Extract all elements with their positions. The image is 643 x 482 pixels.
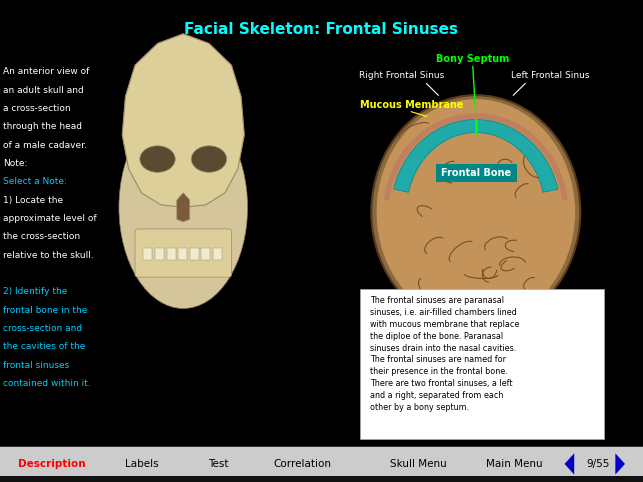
Ellipse shape: [140, 146, 175, 173]
Ellipse shape: [372, 95, 580, 329]
Text: frontal sinuses: frontal sinuses: [3, 361, 69, 370]
Bar: [190, 248, 199, 260]
Text: Bony Septum: Bony Septum: [436, 54, 509, 64]
Bar: [143, 248, 152, 260]
Text: a cross-section: a cross-section: [3, 104, 71, 113]
Polygon shape: [394, 120, 558, 192]
Ellipse shape: [376, 99, 575, 325]
Polygon shape: [177, 193, 190, 222]
Text: Right Frontal Sinus: Right Frontal Sinus: [359, 71, 444, 80]
Text: Mucous Membrane: Mucous Membrane: [360, 100, 464, 110]
Text: The frontal sinuses are paranasal
sinuses, i.e. air-filled chambers lined
with m: The frontal sinuses are paranasal sinuse…: [370, 296, 519, 412]
Bar: [0, 446, 643, 482]
Text: relative to the skull.: relative to the skull.: [3, 251, 94, 260]
Bar: [0, 446, 643, 447]
Text: of a male cadaver.: of a male cadaver.: [3, 141, 87, 150]
Bar: [0, 476, 643, 482]
Text: 1) Locate the: 1) Locate the: [3, 196, 64, 205]
Text: Select a Note:: Select a Note:: [3, 177, 67, 187]
Text: Facial Skeleton: Frontal Sinuses: Facial Skeleton: Frontal Sinuses: [185, 22, 458, 37]
Text: An anterior view of: An anterior view of: [3, 67, 89, 77]
Bar: [178, 248, 187, 260]
Text: 2) Identify the: 2) Identify the: [3, 287, 68, 296]
Text: Labels: Labels: [125, 459, 158, 469]
Text: through the head: through the head: [3, 122, 82, 132]
Text: Left Frontal Sinus: Left Frontal Sinus: [511, 71, 589, 80]
Ellipse shape: [192, 146, 226, 173]
Text: cross-section and: cross-section and: [3, 324, 82, 333]
FancyBboxPatch shape: [360, 289, 604, 439]
Polygon shape: [565, 453, 574, 474]
Text: frontal bone in the: frontal bone in the: [3, 306, 87, 315]
Ellipse shape: [119, 106, 248, 308]
Text: the cross-section: the cross-section: [3, 232, 80, 241]
Text: an adult skull and: an adult skull and: [3, 86, 84, 95]
Bar: [201, 248, 210, 260]
Text: the cavities of the: the cavities of the: [3, 342, 86, 351]
Text: Frontal Bone: Frontal Bone: [441, 168, 512, 178]
Polygon shape: [122, 34, 244, 207]
Bar: [167, 248, 176, 260]
Text: Skull Menu: Skull Menu: [390, 459, 446, 469]
Text: Description: Description: [17, 459, 86, 469]
Bar: [155, 248, 164, 260]
FancyBboxPatch shape: [135, 229, 231, 277]
Bar: [213, 248, 222, 260]
Text: Main Menu: Main Menu: [486, 459, 543, 469]
Polygon shape: [615, 453, 625, 474]
Text: 9/55: 9/55: [586, 459, 610, 469]
Text: approximate level of: approximate level of: [3, 214, 97, 223]
Text: Note:: Note:: [3, 159, 28, 168]
Text: contained within it.: contained within it.: [3, 379, 91, 388]
FancyBboxPatch shape: [436, 164, 517, 182]
Text: Correlation: Correlation: [273, 459, 331, 469]
Text: Test: Test: [208, 459, 229, 469]
